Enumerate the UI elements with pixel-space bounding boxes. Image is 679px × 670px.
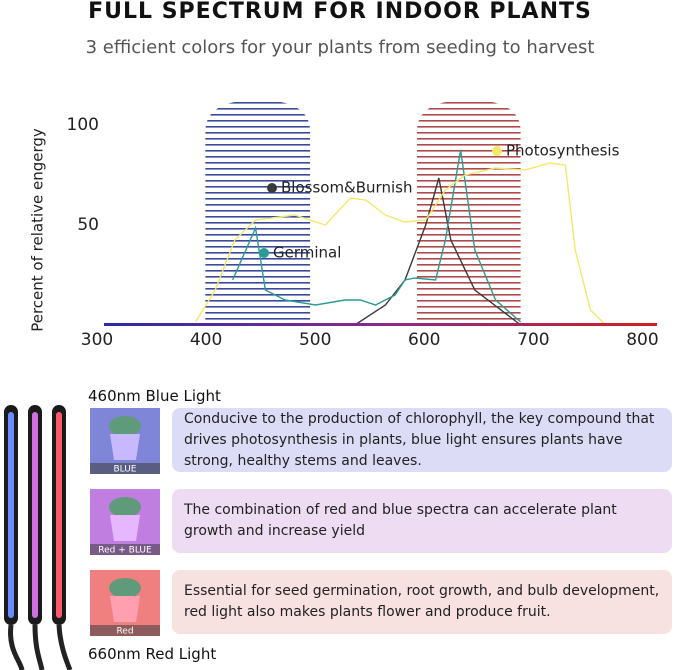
y-tick-label: 50 [77, 215, 99, 235]
bottom-label: 660nm Red Light [88, 645, 217, 663]
series-line [194, 162, 607, 326]
tile-tag: Red + BLUE [98, 546, 152, 556]
tile-tag: Red [116, 627, 133, 637]
y-axis-label: Percent of relative engergy [29, 128, 47, 332]
x-axis [104, 323, 657, 326]
legend-label: Photosynthesis [506, 142, 620, 160]
tag-bg [90, 625, 160, 636]
pot [110, 434, 140, 460]
plant [109, 416, 141, 436]
x-tick-label: 600 [408, 330, 440, 350]
x-tick-label: 500 [299, 330, 331, 350]
legend-label: Blossom&Burnish [281, 179, 412, 197]
description-box: The combination of red and blue spectra … [172, 489, 672, 553]
pot [110, 515, 140, 541]
series-line [354, 177, 522, 326]
legend-marker [267, 183, 277, 193]
plant [109, 578, 141, 598]
plant-tile: Red [90, 570, 160, 636]
subtitle: 3 efficient colors for your plants from … [86, 37, 595, 58]
spectrum-band [205, 100, 311, 325]
chart: FULL SPECTRUM FOR INDOOR PLANTS 3 effici… [29, 0, 659, 350]
legend-marker [259, 248, 269, 258]
series-line [231, 149, 522, 323]
tag-bg [90, 544, 160, 555]
x-tick-label: 700 [517, 330, 549, 350]
x-tick-label: 400 [190, 330, 222, 350]
x-tick-label: 300 [81, 330, 113, 350]
title: FULL SPECTRUM FOR INDOOR PLANTS [88, 0, 592, 24]
lamp-tubes [4, 405, 73, 670]
pot [110, 596, 140, 622]
description-box: Essential for seed germination, root gro… [172, 570, 672, 634]
x-tick-label: 800 [626, 330, 658, 350]
plant-tile: Red + BLUE [90, 489, 160, 555]
description-box: Conducive to the production of chlorophy… [172, 408, 672, 472]
tile-tag: BLUE [113, 465, 136, 475]
legend-marker [492, 146, 502, 156]
lamp [4, 405, 73, 670]
top-label: 460nm Blue Light [88, 387, 221, 405]
plant-tile: BLUE [90, 408, 160, 474]
tag-bg [90, 463, 160, 474]
y-tick-label: 100 [67, 115, 99, 135]
legend-label: Germinal [273, 244, 341, 262]
plant [109, 497, 141, 517]
